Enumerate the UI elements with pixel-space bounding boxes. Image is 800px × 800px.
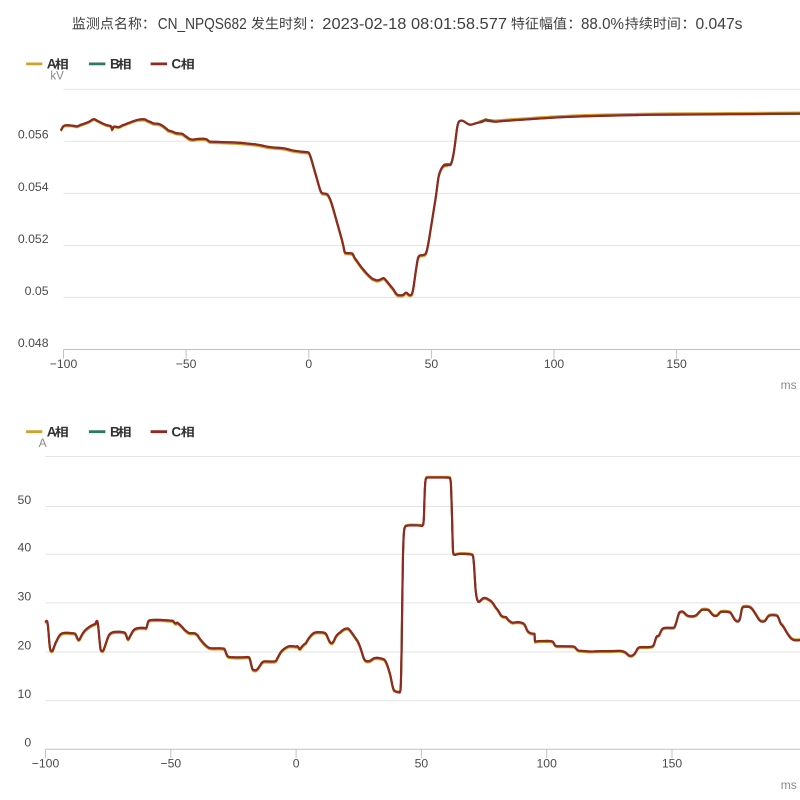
- svg-text:0: 0: [305, 357, 312, 371]
- svg-text:150: 150: [666, 357, 687, 371]
- svg-text:100: 100: [537, 756, 558, 770]
- svg-text:0.054: 0.054: [18, 180, 49, 194]
- svg-text:−100: −100: [32, 756, 60, 770]
- svg-text:0: 0: [293, 756, 300, 770]
- svg-text:C: C: [171, 424, 181, 439]
- svg-text:A: A: [47, 424, 57, 439]
- svg-text:ms: ms: [781, 378, 797, 392]
- svg-text:0.047s: 0.047s: [696, 16, 743, 33]
- svg-text:A: A: [47, 57, 57, 72]
- svg-text:CN_NPQS682: CN_NPQS682: [158, 16, 247, 33]
- svg-text:C: C: [171, 57, 181, 72]
- svg-text:88.0%: 88.0%: [581, 16, 624, 33]
- svg-text:0.052: 0.052: [18, 232, 49, 246]
- svg-text:10: 10: [18, 687, 32, 701]
- svg-text:A: A: [39, 436, 47, 450]
- svg-text:0.056: 0.056: [18, 128, 49, 142]
- svg-text:−50: −50: [160, 756, 181, 770]
- svg-text:40: 40: [18, 541, 32, 555]
- svg-text:0.048: 0.048: [18, 336, 49, 350]
- svg-text:B: B: [110, 424, 120, 439]
- svg-text:kV: kV: [50, 70, 64, 82]
- svg-text:20: 20: [18, 638, 32, 652]
- svg-text:ms: ms: [781, 778, 797, 792]
- svg-text:−50: −50: [176, 357, 197, 371]
- svg-text:50: 50: [425, 357, 439, 371]
- svg-text:0.05: 0.05: [25, 284, 49, 298]
- svg-text:−100: −100: [50, 357, 78, 371]
- svg-text:2023-02-18 08:01:58.577: 2023-02-18 08:01:58.577: [322, 16, 507, 33]
- svg-text:150: 150: [662, 756, 683, 770]
- svg-text:50: 50: [415, 756, 429, 770]
- svg-text:30: 30: [18, 589, 32, 603]
- svg-text:B: B: [110, 57, 120, 72]
- svg-text:0: 0: [24, 736, 31, 750]
- svg-text:100: 100: [544, 357, 565, 371]
- svg-text:50: 50: [18, 493, 32, 507]
